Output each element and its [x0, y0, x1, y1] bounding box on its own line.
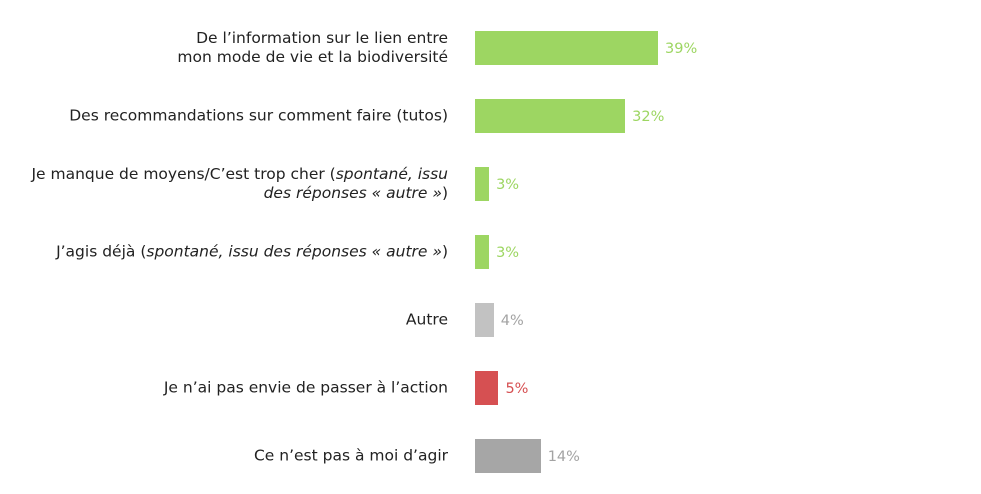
category-label: Ce n’est pas à moi d’agir	[253, 446, 448, 465]
value-label: 3%	[496, 245, 520, 261]
category-label: Je manque de moyens/C’est trop cher (spo…	[31, 165, 448, 202]
bar	[475, 99, 626, 133]
bar	[475, 439, 541, 473]
category-label: Des recommandations sur comment faire (t…	[69, 106, 448, 125]
value-label: 32%	[632, 109, 665, 125]
bar	[475, 235, 490, 269]
bar	[475, 31, 658, 65]
value-label: 39%	[665, 41, 698, 57]
value-label: 5%	[505, 381, 529, 397]
category-label: De l’information sur le lien entre mon mo…	[177, 29, 448, 66]
category-label: J’agis déjà (spontané, issu des réponses…	[56, 242, 448, 261]
value-label: 4%	[500, 313, 524, 329]
category-label: Autre	[405, 310, 448, 329]
bar	[475, 167, 490, 201]
category-label: Je n’ai pas envie de passer à l’action	[163, 378, 448, 397]
bar	[475, 371, 499, 405]
bar	[475, 303, 494, 337]
value-label: 14%	[547, 449, 580, 465]
value-label: 3%	[496, 177, 520, 193]
